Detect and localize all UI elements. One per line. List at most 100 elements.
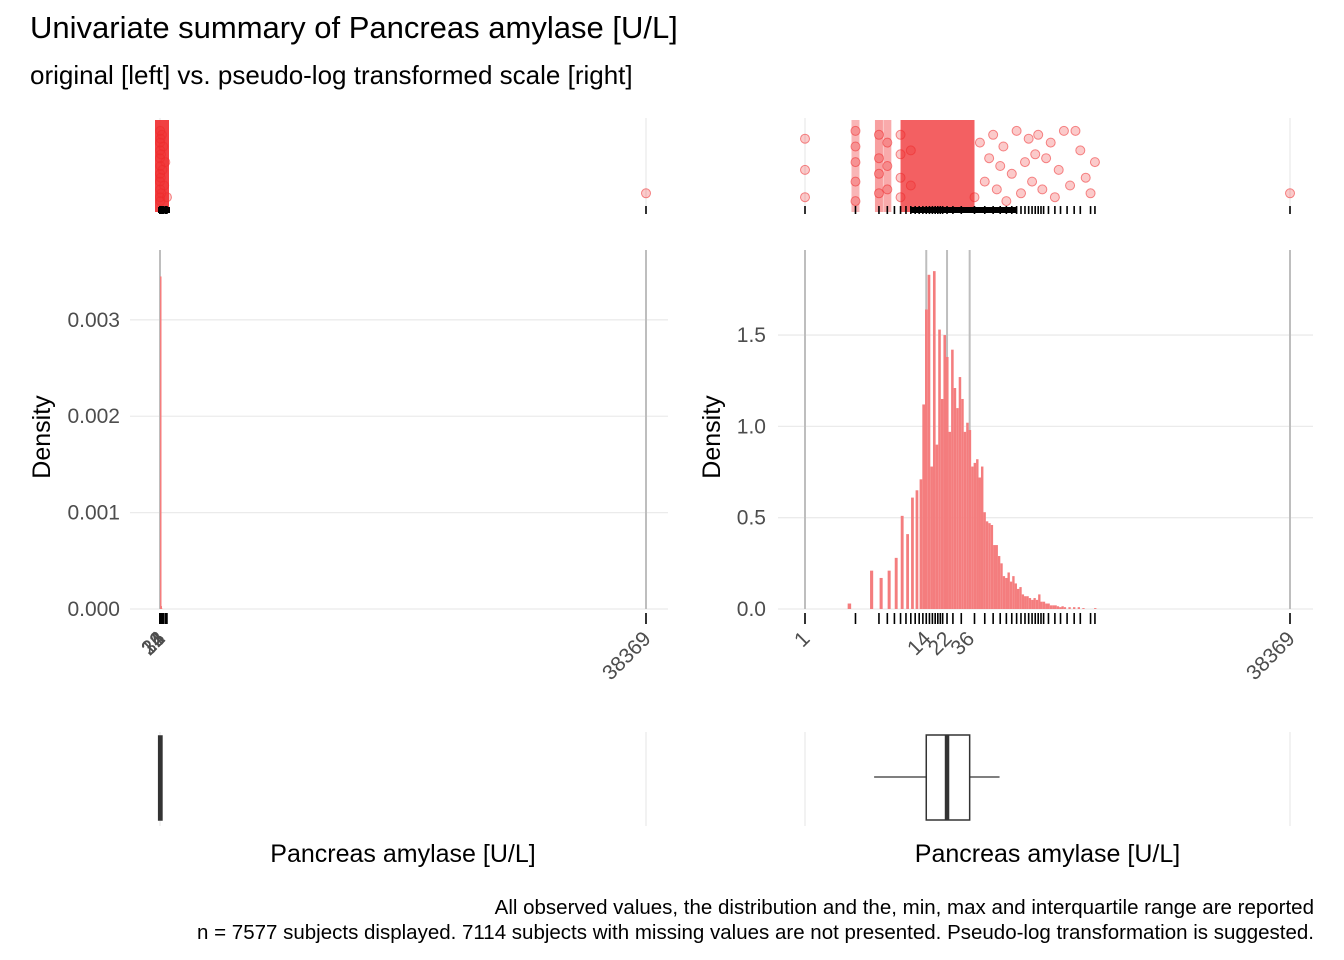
jitter-point <box>1049 192 1060 203</box>
y-tick-label: 0.0 <box>737 598 766 621</box>
jitter-point <box>882 184 893 195</box>
jitter-point <box>161 192 172 203</box>
y-axis-title: Density <box>698 395 726 479</box>
histogram-bar <box>968 430 972 609</box>
histogram-bar <box>1040 601 1043 609</box>
histogram-bar <box>983 512 986 609</box>
x-axis-title: Pancreas amylase [U/L] <box>270 840 535 868</box>
jitter-dense-region <box>900 120 975 212</box>
jitter-point <box>800 164 810 175</box>
jitter-dense-column <box>851 120 860 212</box>
histogram-bar <box>935 444 939 609</box>
histogram-bar <box>1035 599 1039 609</box>
jitter-point <box>873 168 884 179</box>
y-tick-label: 1.0 <box>737 415 766 438</box>
jitter-point <box>895 129 906 140</box>
jitter-point <box>1041 153 1052 164</box>
histogram-bar <box>1082 608 1085 609</box>
jitter-point <box>1075 145 1086 156</box>
jitter-point <box>991 184 1002 195</box>
histogram-bar <box>980 466 984 609</box>
histogram-bar <box>1033 598 1036 609</box>
jitter-dense-column <box>874 120 883 212</box>
histogram-bar <box>953 388 957 609</box>
histogram-bar <box>961 398 964 609</box>
y-tick-label: 0.002 <box>67 405 120 428</box>
jitter-point <box>1285 188 1295 199</box>
histogram-bar <box>995 545 998 609</box>
jitter-point <box>800 192 810 203</box>
histogram-bar <box>1009 581 1013 609</box>
histogram-bar <box>1019 587 1022 609</box>
jitter-point <box>1085 188 1096 199</box>
histogram-bar <box>976 459 979 609</box>
histogram-bar <box>1056 606 1060 609</box>
y-tick-label: 0.000 <box>67 598 120 621</box>
histogram-bar <box>963 431 967 609</box>
histogram-bar <box>924 309 928 609</box>
jitter-point <box>969 192 980 203</box>
histogram-bar <box>870 570 874 609</box>
histogram-bar <box>1016 588 1020 609</box>
caption-line-2: n = 7577 subjects displayed. 7114 subjec… <box>197 921 1314 944</box>
jitter-point <box>160 157 171 168</box>
jitter-point <box>895 192 906 203</box>
histogram-bar <box>927 274 931 609</box>
jitter-point <box>1001 196 1012 207</box>
histogram-bar <box>1052 605 1055 609</box>
histogram-bar <box>894 557 898 609</box>
jitter-point <box>984 153 995 164</box>
jitter-point <box>1089 157 1100 168</box>
histogram-bar <box>951 349 954 609</box>
histogram-bar <box>971 466 974 609</box>
jitter-point <box>159 180 170 191</box>
chart-title: Univariate summary of Pancreas amylase [… <box>30 10 678 45</box>
histogram-bar <box>919 479 923 609</box>
histogram-bar <box>906 534 909 609</box>
jitter-rug-dense <box>158 207 170 213</box>
jitter-point <box>156 129 167 140</box>
histogram-bar <box>1068 607 1071 609</box>
histogram-bar <box>1077 607 1080 609</box>
histogram-bar <box>1012 576 1015 609</box>
jitter-dense-column <box>883 120 892 212</box>
x-tick-label: 38369 <box>598 627 656 685</box>
histogram-bar <box>879 577 883 609</box>
histogram-bar <box>1049 605 1053 609</box>
jitter-point <box>1065 180 1076 191</box>
histogram-bar <box>900 515 904 609</box>
histogram-bar <box>1026 596 1029 609</box>
jitter-point <box>1027 176 1038 187</box>
jitter-point <box>882 161 893 171</box>
x-tick-label: 36 <box>946 627 979 660</box>
histogram-bar <box>940 398 944 609</box>
y-tick-label: 0.5 <box>737 507 766 530</box>
histogram-bar <box>1045 603 1048 609</box>
histogram-bar <box>1038 594 1041 609</box>
histogram-bar <box>887 570 891 609</box>
histogram-bar <box>985 521 989 609</box>
histogram-bar <box>973 462 977 609</box>
jitter-point <box>905 180 916 191</box>
jitter-point <box>873 153 884 164</box>
histogram-bar <box>1047 603 1050 609</box>
jitter-point <box>156 149 167 160</box>
jitter-point <box>995 161 1006 171</box>
jitter-point <box>998 141 1009 152</box>
y-axis-title: Density <box>28 395 56 479</box>
histogram-bar <box>915 490 919 609</box>
jitter-point <box>979 176 990 187</box>
jitter-point <box>895 172 906 183</box>
histogram-bar <box>1028 598 1032 609</box>
histogram-bar <box>1002 576 1006 609</box>
chart-subtitle: original [left] vs. pseudo-log transform… <box>30 60 633 90</box>
histogram-bar <box>1054 605 1057 609</box>
y-tick-label: 0.003 <box>67 309 120 332</box>
histogram-bar <box>932 271 936 609</box>
jitter-point <box>1033 129 1044 140</box>
histogram-bar <box>997 556 1001 609</box>
x-tick-label: 38369 <box>1242 627 1300 685</box>
x-axis-title: Pancreas amylase [U/L] <box>915 840 1180 868</box>
